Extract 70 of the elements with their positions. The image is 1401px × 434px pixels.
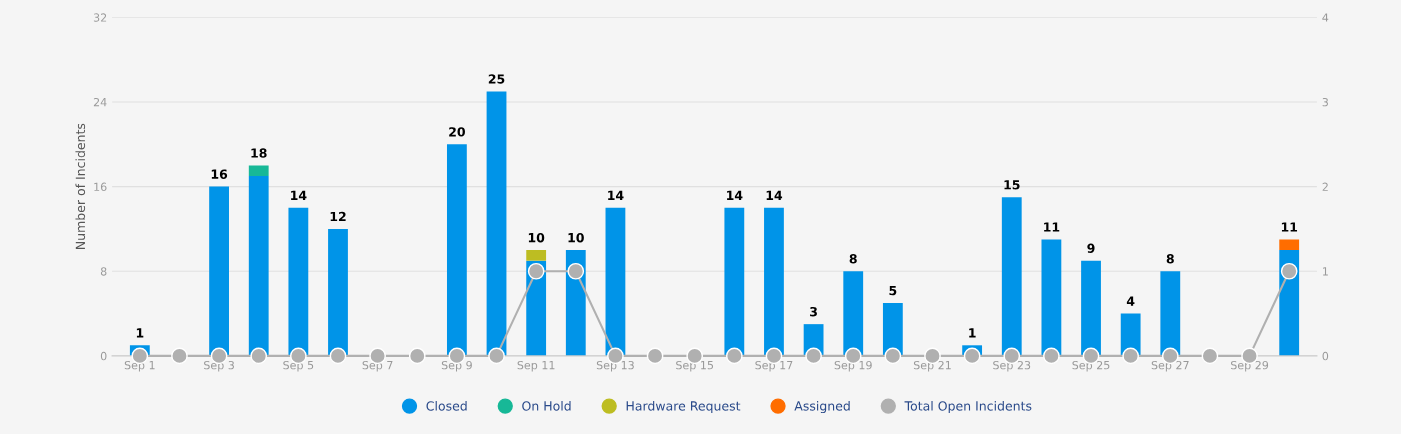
x-tick-label: Sep 11 xyxy=(517,360,555,372)
x-tick-label: Sep 3 xyxy=(204,360,234,372)
legend-label: Assigned xyxy=(794,400,850,414)
total-label: 9 xyxy=(1087,243,1095,253)
total-label: 18 xyxy=(251,148,267,158)
total-label: 4 xyxy=(1126,296,1135,306)
total-label: 1 xyxy=(136,328,144,338)
y-tick-label: 0 xyxy=(100,351,107,361)
bar xyxy=(209,186,229,356)
total-label: 10 xyxy=(568,232,584,243)
bar xyxy=(248,176,269,356)
total-label: 14 xyxy=(291,190,307,200)
bar xyxy=(486,91,507,356)
y2-tick-label: 3 xyxy=(1322,97,1328,107)
bar xyxy=(1279,239,1300,251)
bar xyxy=(843,271,864,356)
bar xyxy=(605,207,626,356)
x-tick-label: Sep 9 xyxy=(441,360,472,372)
total-label: 8 xyxy=(849,254,857,264)
bar xyxy=(288,207,309,356)
y2-tick-label: 1 xyxy=(1323,267,1328,276)
bar xyxy=(1160,271,1181,356)
x-tick-label: Sep 25 xyxy=(1072,360,1110,372)
bar xyxy=(724,207,745,356)
total-label: 14 xyxy=(608,190,624,200)
legend-label: On Hold xyxy=(522,400,571,411)
x-tick-label: Sep 21 xyxy=(913,360,951,372)
legend-label: Closed xyxy=(426,400,467,411)
total-label: 10 xyxy=(528,232,545,243)
legend-label: Total Open Incidents xyxy=(904,400,1032,414)
bar xyxy=(1001,197,1022,356)
y-tick-label: 8 xyxy=(100,267,107,276)
x-tick-label: Sep 1 xyxy=(124,360,155,372)
x-tick-label: Sep 17 xyxy=(755,360,793,372)
bar xyxy=(1041,239,1062,356)
total-label: 1 xyxy=(969,328,976,338)
x-tick-label: Sep 27 xyxy=(1151,360,1189,372)
total-label: 12 xyxy=(330,211,346,222)
total-label: 16 xyxy=(211,169,228,179)
y-tick-label: 16 xyxy=(94,182,107,191)
x-tick-label: Sep 23 xyxy=(993,360,1031,372)
total-label: 14 xyxy=(766,190,783,200)
bar xyxy=(248,165,269,177)
x-tick-label: Sep 5 xyxy=(283,360,314,372)
bar xyxy=(526,250,547,261)
y-axis-title: Number of Incidents xyxy=(75,123,86,249)
x-tick-label: Sep 19 xyxy=(834,360,872,372)
y2-tick-label: 0 xyxy=(1322,351,1329,361)
total-label: 25 xyxy=(488,74,505,84)
bar xyxy=(446,144,467,356)
legend-label: Hardware Request xyxy=(626,400,741,414)
y2-tick-label: 4 xyxy=(1322,13,1329,22)
x-tick-label: Sep 29 xyxy=(1230,360,1269,372)
y2-tick-label: 2 xyxy=(1322,182,1328,191)
total-label: 3 xyxy=(810,306,817,317)
bar xyxy=(328,228,348,356)
bar xyxy=(764,207,784,356)
x-tick-label: Sep 7 xyxy=(362,360,393,372)
total-label: 14 xyxy=(727,190,743,200)
total-label: 11 xyxy=(1044,222,1060,232)
bar xyxy=(1081,260,1101,356)
y-tick-label: 32 xyxy=(93,13,107,22)
total-label: 8 xyxy=(1166,254,1174,264)
total-label: 5 xyxy=(889,285,897,296)
total-label: 15 xyxy=(1004,180,1020,190)
total-label: 11 xyxy=(1281,222,1298,232)
y-tick-label: 24 xyxy=(93,97,107,107)
x-tick-label: Sep 13 xyxy=(596,360,634,372)
x-tick-label: Sep 15 xyxy=(676,360,714,372)
total-label: 20 xyxy=(449,127,465,137)
